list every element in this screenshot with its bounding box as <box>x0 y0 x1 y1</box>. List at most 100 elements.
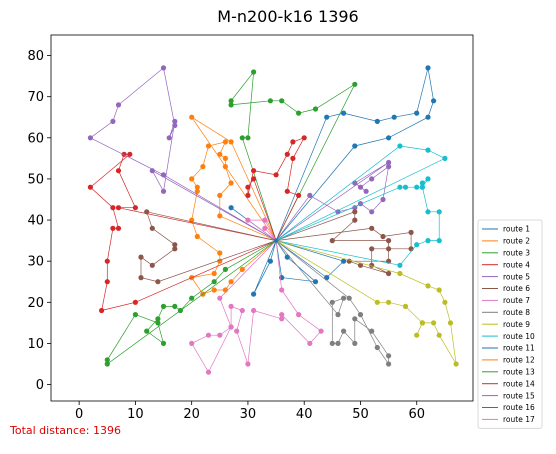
legend-label: route 8 <box>503 308 530 317</box>
customer-point <box>442 155 448 161</box>
customer-point <box>211 270 217 277</box>
customer-point <box>251 176 257 182</box>
legend-label: route 1 <box>503 225 530 234</box>
customer-point <box>222 139 228 145</box>
customer-point <box>369 209 375 215</box>
customer-point <box>386 238 392 244</box>
route-9 <box>275 240 459 367</box>
legend-entry: route 16 <box>482 403 535 412</box>
customer-point <box>324 275 330 281</box>
customer-point <box>369 246 375 252</box>
customer-point <box>177 307 183 314</box>
customer-point <box>87 135 93 141</box>
customer-point <box>149 225 155 231</box>
legend: route 1 route 2 route 3 route 4 route 5 route… <box>477 219 543 429</box>
plot-frame <box>50 34 474 402</box>
customer-point <box>228 102 234 108</box>
axis-ticks: 0 10 20 30 40 50 60 0 10 20 30 40 50 60 70 80 <box>27 49 425 422</box>
customer-point <box>290 139 296 145</box>
customer-point <box>341 328 347 334</box>
customer-point <box>189 176 195 182</box>
legend-entry: route 7 <box>482 296 530 305</box>
customer-point <box>352 217 358 223</box>
legend-label: route 9 <box>503 320 530 329</box>
customer-point <box>425 283 431 289</box>
legend-label: route 17 <box>503 415 535 424</box>
customer-point <box>211 279 217 285</box>
customer-point <box>110 225 116 231</box>
customer-point <box>194 233 200 240</box>
customer-point <box>239 307 245 314</box>
customer-point <box>222 287 228 293</box>
customer-point <box>211 287 217 293</box>
legend-label: route 11 <box>503 344 535 353</box>
customer-point <box>138 254 144 260</box>
customer-point <box>217 151 223 157</box>
customer-point <box>436 332 442 338</box>
legend-entry: route 15 <box>482 391 535 400</box>
route-10 <box>275 143 448 268</box>
customer-point <box>312 106 319 112</box>
customer-point <box>228 180 234 186</box>
customer-point <box>431 98 437 104</box>
customer-point <box>307 192 313 198</box>
y-tick-label: 50 <box>27 172 44 187</box>
customer-point <box>115 225 122 231</box>
customer-point <box>155 316 161 322</box>
legend-entry: route 11 <box>482 344 535 353</box>
customer-point <box>374 344 380 351</box>
chart-title: M-n200-k16 1396 <box>217 7 358 26</box>
customer-point <box>251 307 257 314</box>
customer-point <box>222 266 228 272</box>
customer-point <box>414 242 420 248</box>
legend-label: route 4 <box>503 260 530 269</box>
customer-point <box>296 192 302 198</box>
customer-point <box>160 303 167 309</box>
customer-point <box>104 279 110 285</box>
legend-label: route 10 <box>503 332 535 341</box>
customer-point <box>414 110 420 116</box>
customer-point <box>189 340 195 346</box>
customer-point <box>138 275 144 281</box>
customer-point <box>335 312 341 318</box>
customer-point <box>386 361 392 367</box>
route-line <box>230 67 434 295</box>
customer-point <box>352 340 358 346</box>
customer-point <box>324 114 330 120</box>
customer-point <box>386 270 392 277</box>
legend-entry: route 6 <box>482 284 530 293</box>
customer-point <box>307 340 313 346</box>
customer-point <box>104 357 110 363</box>
legend-entry: route 17 <box>482 415 535 424</box>
route-line <box>275 240 389 366</box>
customer-point <box>273 172 279 178</box>
customer-point <box>127 151 133 157</box>
customer-point <box>155 320 161 326</box>
customer-point <box>205 369 212 375</box>
legend-entry: route 12 <box>482 356 535 365</box>
customer-point <box>352 81 358 87</box>
customer-point <box>172 242 178 248</box>
route-line <box>89 137 305 311</box>
legend-entry: route 10 <box>482 332 535 341</box>
legend-label: route 3 <box>503 249 530 258</box>
route-line <box>191 116 278 295</box>
customer-point <box>228 205 234 211</box>
customer-point <box>318 328 324 334</box>
customer-point <box>205 332 212 338</box>
customer-point <box>228 98 234 104</box>
customer-point <box>251 168 257 174</box>
customer-point <box>251 291 257 297</box>
y-tick-label: 30 <box>27 255 44 270</box>
customer-point <box>346 295 352 301</box>
customer-point <box>217 295 223 301</box>
customer-point <box>279 98 285 104</box>
customer-point <box>329 340 335 346</box>
customer-point <box>172 246 178 252</box>
customer-point <box>296 312 302 318</box>
route-line <box>191 219 322 373</box>
customer-point <box>374 299 380 305</box>
legend-entry: route 9 <box>482 320 530 329</box>
customer-point <box>380 196 386 203</box>
